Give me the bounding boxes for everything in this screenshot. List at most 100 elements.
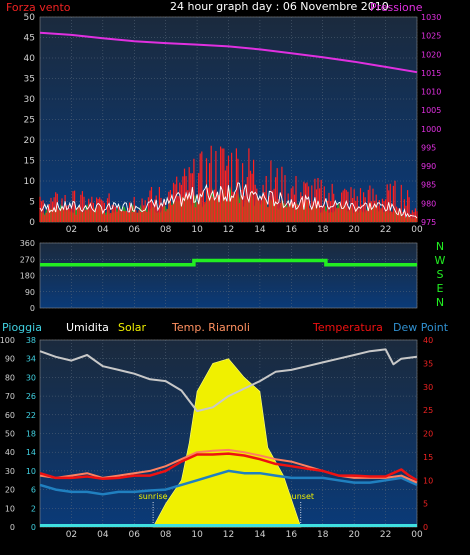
chart1-x-tick-label: 18 [317,225,329,235]
dewpoint-label: Dew Point [393,321,449,334]
compass-letter: E [437,282,444,295]
wind-y-tick-label: 25 [24,116,35,126]
humidity-y-tick-label: 40 [5,448,15,457]
rain-y-tick-label: 26 [26,392,36,401]
chart3-x-tick-label: 04 [97,530,109,540]
wind-y-tick-label: 10 [24,177,36,187]
pressure-y-tick-label: 1025 [421,32,441,41]
wind-y-tick-label: 45 [24,34,35,44]
sunrise-label: sunrise [139,492,168,501]
pressure-y-tick-label: 1010 [421,88,441,97]
humidity-y-tick-label: 0 [10,523,15,532]
sunset-label: sunset [287,492,314,501]
pressure-y-tick-label: 1030 [421,13,441,22]
chart1-x-tick-label: 10 [191,225,203,235]
wind-y-tick-label: 0 [29,218,35,228]
chart3-x-tick-label: 00 [411,530,423,540]
page-title: 24 hour graph day : 06 Novembre 2010 [170,0,389,13]
pressure-axis-label: Pressione [370,1,423,14]
temperature-y-tick-label: 15 [423,453,433,462]
direction-y-tick-label: 90 [25,288,35,297]
rain-y-tick-label: 6 [31,486,36,495]
temperature-y-tick-label: 35 [423,359,433,368]
humidity-y-tick-label: 70 [5,392,15,401]
chart3-x-tick-label: 12 [223,530,234,540]
solar-area [152,358,302,528]
chart1-x-tick-label: 00 [411,225,423,235]
wind-y-tick-label: 5 [29,198,35,208]
humidity-y-tick-label: 80 [5,373,15,382]
wind-average-line [39,182,418,219]
solar-label: Solar [118,321,147,334]
pressure-line [39,31,418,74]
compass-letter: N [436,296,444,309]
direction-line [40,258,417,267]
chart1-x-tick-label: 22 [380,225,391,235]
wind-y-tick-label: 40 [24,54,36,64]
rain-y-tick-label: 18 [26,430,36,439]
humidity-y-tick-label: 20 [5,486,15,495]
chart3-x-tick-label: 16 [286,530,298,540]
chart3-x-tick-label: 08 [160,530,172,540]
temperature-y-tick-label: 10 [423,476,433,485]
pressure-y-tick-label: 1000 [421,125,441,134]
chart1-x-tick-label: 08 [160,225,172,235]
wind-y-tick-label: 30 [24,95,36,105]
humidity-y-tick-label: 100 [0,336,15,345]
rain-y-tick-label: 2 [31,504,36,513]
pressure-y-tick-label: 1020 [421,50,441,59]
pressure-y-tick-label: 980 [421,199,436,208]
data-marks [39,31,418,528]
chart1-x-tick-label: 20 [348,225,360,235]
pressure-y-tick-label: 995 [421,143,436,152]
humidity-y-tick-label: 90 [5,355,15,364]
windchill-label: Temp. Riarnoli [171,321,250,334]
direction-y-tick-label: 360 [20,239,35,248]
chart3-x-tick-label: 10 [191,530,203,540]
compass-letter: N [436,240,444,253]
chart3-x-tick-label: 02 [66,530,77,540]
chart1-x-tick-label: 06 [129,225,141,235]
humidity-label: Umidita [66,321,109,334]
compass-letter: S [437,268,444,281]
temperature-y-tick-label: 20 [423,430,433,439]
pressure-y-tick-label: 985 [421,181,436,190]
tick-labels: 0510152025303540455097598098599099510001… [0,13,441,540]
chart3-x-tick-label: 14 [254,530,266,540]
direction-y-tick-label: 0 [30,304,35,313]
chart3-x-tick-label: 06 [129,530,141,540]
pressure-y-tick-label: 975 [421,218,436,227]
rain-y-tick-label: 0 [31,523,36,532]
rain-y-tick-label: 22 [26,411,36,420]
wind-y-tick-label: 20 [24,136,36,146]
chart1-x-tick-label: 12 [223,225,234,235]
rain-y-tick-label: 38 [26,336,36,345]
chart1-x-tick-label: 04 [97,225,109,235]
rain-y-tick-label: 14 [26,448,36,457]
wind-axis-label: Forza vento [6,1,71,14]
chart3-x-tick-label: 20 [348,530,360,540]
direction-y-tick-label: 180 [20,272,35,281]
temperature-y-tick-label: 30 [423,383,433,392]
chart1-x-tick-label: 16 [286,225,298,235]
humidity-line [39,348,418,413]
temperature-y-tick-label: 0 [423,523,428,532]
humidity-y-tick-label: 10 [5,504,15,513]
temperature-label: Temperatura [312,321,383,334]
temperature-y-tick-label: 25 [423,406,433,415]
temperature-y-tick-label: 5 [423,500,428,509]
chart3-x-tick-label: 18 [317,530,329,540]
rain-y-tick-label: 30 [26,373,36,382]
pressure-y-tick-label: 1005 [421,106,441,115]
dewpoint-line [39,469,418,496]
chart1-x-tick-label: 14 [254,225,266,235]
chart3-x-tick-label: 22 [380,530,391,540]
chart1-x-tick-label: 02 [66,225,77,235]
wind-gust-bars [39,145,418,222]
rain-label: Pioggia [2,321,42,334]
wind-y-tick-label: 35 [24,75,35,85]
pressure-y-tick-label: 990 [421,162,436,171]
